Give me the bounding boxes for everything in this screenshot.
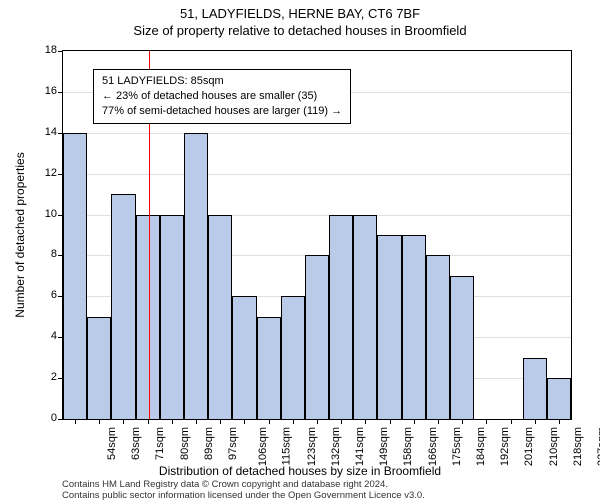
x-tick-mark (75, 419, 76, 424)
histogram-bar (257, 317, 281, 419)
y-tick-mark (58, 51, 63, 52)
x-tick-mark (123, 419, 124, 424)
x-tick-mark (317, 419, 318, 424)
histogram-bar (111, 194, 135, 419)
x-tick-label: 80sqm (179, 427, 191, 460)
y-tick-label: 14 (33, 126, 57, 138)
x-tick-mark (486, 419, 487, 424)
chart-subtitle: Size of property relative to detached ho… (0, 21, 600, 38)
x-axis-label: Distribution of detached houses by size … (0, 464, 600, 478)
x-tick-mark (196, 419, 197, 424)
histogram-bar (402, 235, 426, 419)
histogram-bar (63, 133, 87, 419)
x-tick-mark (293, 419, 294, 424)
x-tick-label: 115sqm (281, 427, 293, 465)
histogram-bar (136, 215, 160, 419)
x-tick-label: 210sqm (548, 427, 560, 466)
x-tick-label: 227sqm (596, 427, 600, 466)
x-tick-mark (462, 419, 463, 424)
histogram-bar (281, 296, 305, 419)
histogram-bar (87, 317, 111, 419)
annotation-line-2: ← 23% of detached houses are smaller (35… (102, 89, 342, 104)
x-tick-label: 63sqm (130, 427, 142, 460)
histogram-bar (547, 378, 571, 419)
y-tick-label: 0 (33, 412, 57, 424)
x-tick-label: 166sqm (427, 427, 439, 466)
x-tick-label: 201sqm (523, 427, 535, 466)
y-tick-label: 12 (33, 167, 57, 179)
histogram-bar (232, 296, 256, 419)
histogram-bar (353, 215, 377, 419)
annotation-line-1: 51 LADYFIELDS: 85sqm (102, 74, 342, 89)
x-tick-label: 192sqm (499, 427, 511, 466)
x-tick-mark (535, 419, 536, 424)
histogram-bar (523, 358, 547, 419)
histogram-bar (184, 133, 208, 419)
histogram-bar (160, 215, 184, 419)
x-tick-label: 71sqm (155, 427, 167, 460)
histogram-bar (450, 276, 474, 419)
y-tick-label: 10 (33, 208, 57, 220)
y-tick-mark (58, 92, 63, 93)
x-tick-mark (559, 419, 560, 424)
grid-line (63, 174, 571, 175)
histogram-bar (377, 235, 401, 419)
histogram-bar (329, 215, 353, 419)
annotation-box: 51 LADYFIELDS: 85sqm ← 23% of detached h… (93, 69, 351, 124)
x-tick-mark (172, 419, 173, 424)
y-tick-mark (58, 419, 63, 420)
x-tick-label: 175sqm (451, 427, 463, 466)
chart-title: 51, LADYFIELDS, HERNE BAY, CT6 7BF (0, 0, 600, 21)
histogram-bar (305, 255, 329, 419)
x-tick-label: 218sqm (572, 427, 584, 466)
y-tick-label: 2 (33, 371, 57, 383)
footer-line-2: Contains public sector information licen… (62, 490, 425, 501)
x-tick-mark (99, 419, 100, 424)
x-tick-label: 132sqm (330, 427, 342, 466)
y-tick-label: 8 (33, 248, 57, 260)
x-tick-label: 149sqm (378, 427, 390, 466)
x-tick-mark (269, 419, 270, 424)
x-tick-mark (341, 419, 342, 424)
y-tick-label: 16 (33, 85, 57, 97)
plot-area: 02468101214161854sqm63sqm71sqm80sqm89sqm… (62, 50, 572, 420)
annotation-line-3: 77% of semi-detached houses are larger (… (102, 104, 342, 119)
chart-container: 51, LADYFIELDS, HERNE BAY, CT6 7BF Size … (0, 0, 600, 500)
x-tick-label: 184sqm (475, 427, 487, 466)
x-tick-label: 158sqm (403, 427, 415, 466)
x-tick-mark (365, 419, 366, 424)
y-tick-label: 6 (33, 289, 57, 301)
grid-line (63, 133, 571, 134)
y-axis-label: Number of detached properties (13, 145, 27, 325)
histogram-bar (208, 215, 232, 419)
x-tick-mark (414, 419, 415, 424)
x-tick-mark (148, 419, 149, 424)
x-tick-mark (438, 419, 439, 424)
x-tick-mark (220, 419, 221, 424)
x-tick-label: 97sqm (227, 427, 239, 460)
x-tick-label: 106sqm (257, 427, 269, 466)
x-tick-label: 123sqm (306, 427, 318, 466)
y-tick-label: 18 (33, 44, 57, 56)
y-tick-label: 4 (33, 330, 57, 342)
x-tick-mark (511, 419, 512, 424)
x-tick-mark (244, 419, 245, 424)
x-tick-mark (390, 419, 391, 424)
x-tick-label: 54sqm (106, 427, 118, 460)
x-tick-label: 89sqm (203, 427, 215, 460)
footer-line-1: Contains HM Land Registry data © Crown c… (62, 479, 388, 490)
histogram-bar (426, 255, 450, 419)
x-tick-label: 141sqm (354, 427, 366, 466)
